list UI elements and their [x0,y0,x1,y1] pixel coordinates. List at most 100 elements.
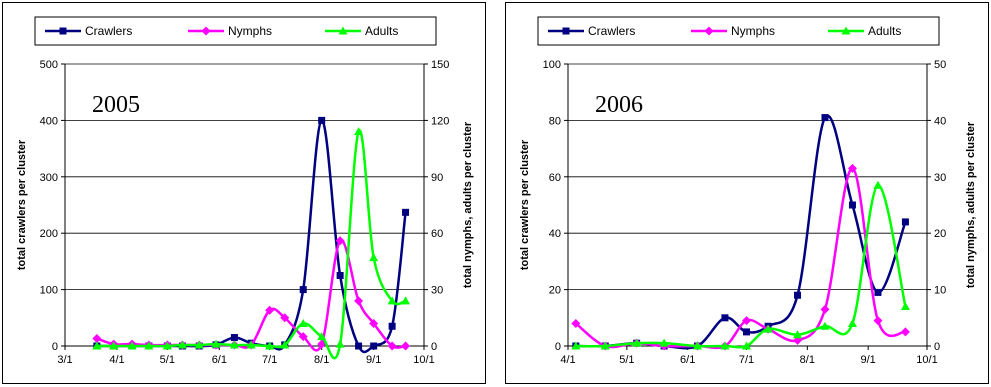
y-left-tick-label-2: 40 [549,228,561,240]
x-tick-label-5: 9/1 [860,354,875,366]
marker-series-2-7 [763,324,773,333]
marker-series-1-0 [571,318,581,328]
x-tick-label-3: 7/1 [739,354,754,366]
y-left-tick-label-5: 100 [543,59,561,71]
marker-series-2-3 [659,338,669,347]
marker-series-2-18 [401,296,411,305]
series-line-crawlers [96,119,407,354]
legend-label-2: Adults [868,24,901,38]
y-right-tick-label-1: 30 [431,285,443,297]
chart-2006: Crawlers Nymphs Adults 0 20 40 60 80 100 0 10 20 30 4… [519,16,977,366]
marker-series-2-9 [246,340,256,349]
marker-series-1-0 [92,333,102,343]
marker-series-0-5 [721,314,729,322]
x-tick-label-4: 8/1 [800,354,815,366]
series-line-nymphs [96,239,406,352]
y-left-tick-label-3: 300 [40,172,58,184]
marker-series-0-6 [743,328,751,336]
marker-series-2-10 [847,318,857,327]
marker-series-0-legend [562,27,570,35]
marker-series-2-12 [298,318,308,327]
marker-series-2-11 [280,340,290,349]
y-right-tick-label-5: 50 [934,59,946,71]
x-tick-label-5: 8/1 [314,354,329,366]
y-right-tick-label-3: 30 [934,172,946,184]
y-right-axis-title: total nymphs, adults per cluster [462,121,474,288]
x-tick-label-7: 10/1 [413,354,434,366]
marker-series-1-legend [201,26,211,36]
marker-series-2-legend [841,26,851,35]
marker-series-0-13 [318,116,326,124]
y-left-tick-label-1: 100 [40,285,58,297]
y-right-tick-label-3: 90 [431,172,443,184]
x-tick-label-2: 6/1 [680,354,695,366]
x-tick-label-4: 7/1 [262,354,277,366]
marker-series-1-17 [387,341,397,351]
year-annotation: 2005 [92,92,140,118]
marker-series-1-9 [820,304,830,314]
y-right-tick-label-0: 0 [934,341,940,353]
y-left-tick-label-0: 0 [52,341,58,353]
marker-series-0-legend [59,27,67,35]
marker-series-1-15 [354,296,364,306]
marker-series-0-16 [370,342,378,350]
y-left-axis-title: total crawlers per cluster [519,139,531,270]
year-annotation: 2006 [595,92,643,118]
y-left-tick-label-4: 80 [549,115,561,127]
marker-series-2-3 [144,341,154,350]
y-right-tick-label-2: 60 [431,228,443,240]
y-left-axis-title: total crawlers per cluster [16,139,28,270]
legend-label-2: Adults [365,24,398,38]
y-left-tick-label-5: 500 [40,59,58,71]
marker-series-2-0 [92,341,102,350]
chart-2005: Crawlers Nymphs Adults 0 100 200 300 400 500 0 30 6… [16,16,474,366]
y-left-tick-label-0: 0 [555,341,561,353]
chart-panel-2006: Crawlers Nymphs Adults 0 20 40 60 80 100 0 10 20 30 4… [505,2,989,384]
marker-series-2-12 [900,302,910,311]
y-left-tick-label-3: 60 [549,172,561,184]
marker-series-2-1 [109,341,119,350]
marker-series-1-6 [742,316,752,326]
marker-series-1-12 [298,332,308,342]
y-left-tick-label-2: 200 [40,228,58,240]
marker-series-2-8 [229,340,239,349]
marker-series-1-14 [335,236,345,246]
marker-series-2-13 [317,332,327,341]
marker-series-2-0 [571,341,581,350]
marker-series-0-9 [821,114,829,122]
legend-label-0: Crawlers [588,24,635,38]
x-tick-label-0: 3/1 [57,354,72,366]
marker-series-0-8 [230,334,238,342]
marker-series-1-16 [369,318,379,328]
marker-series-1-12 [900,327,910,337]
marker-series-2-16 [369,253,379,262]
y-right-axis-title: total nymphs, adults per cluster [965,121,977,288]
marker-series-2-4 [692,341,702,350]
marker-series-0-12 [901,218,909,226]
marker-series-2-2 [127,341,137,350]
y-right-tick-label-0: 0 [431,341,437,353]
marker-series-2-2 [632,338,642,347]
legend [34,16,437,46]
marker-series-2-14 [335,339,345,348]
marker-series-2-4 [162,341,172,350]
y-left-tick-label-1: 20 [549,285,561,297]
series-line-adults [575,184,907,349]
legend-label-0: Crawlers [85,24,132,38]
marker-series-0-18 [402,208,410,216]
marker-series-2-7 [211,339,221,348]
legend [537,16,940,46]
legend-label-1: Nymphs [731,24,775,38]
marker-series-1-10 [847,163,857,173]
marker-series-2-5 [720,341,730,350]
marker-series-1-11 [280,313,290,323]
chart-panel-2005: Crawlers Nymphs Adults 0 100 200 300 400 500 0 30 6… [2,2,486,384]
marker-series-0-10 [848,201,856,209]
marker-series-2-legend [338,26,348,35]
y-right-tick-label-5: 150 [431,59,449,71]
x-tick-label-0: 4/1 [560,354,575,366]
legend-label-1: Nymphs [228,24,272,38]
marker-series-2-6 [194,340,204,349]
marker-series-2-5 [177,340,187,349]
y-right-tick-label-1: 10 [934,285,946,297]
